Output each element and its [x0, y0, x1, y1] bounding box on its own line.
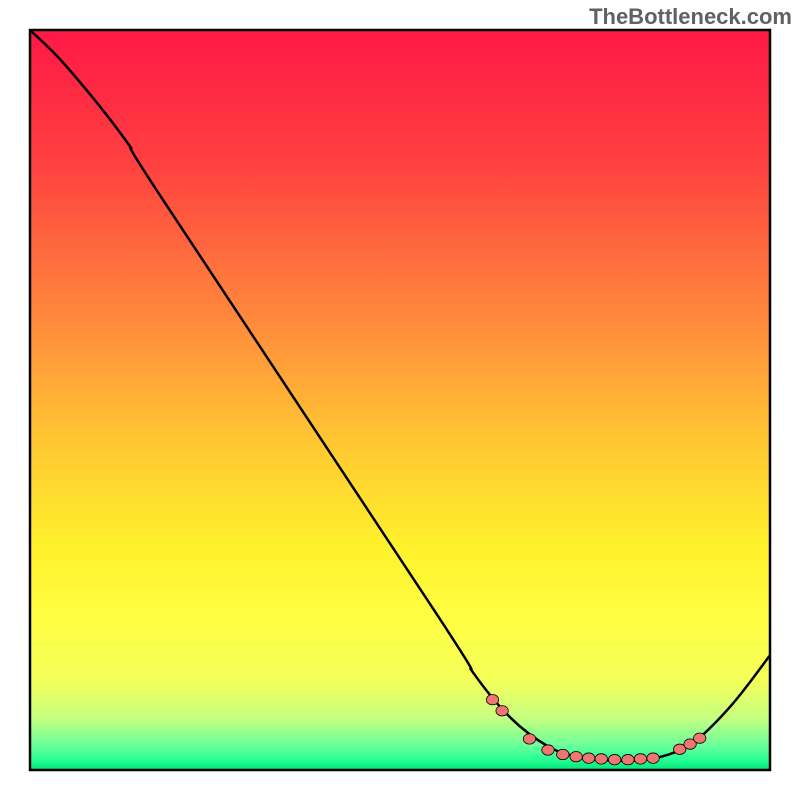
bottleneck-chart: [0, 0, 800, 800]
data-marker: [608, 754, 620, 764]
data-marker: [647, 753, 659, 763]
data-marker: [557, 749, 569, 759]
data-marker: [622, 754, 634, 764]
data-marker: [694, 733, 706, 743]
data-marker: [570, 751, 582, 761]
data-marker: [486, 695, 498, 705]
data-marker: [542, 745, 554, 755]
chart-container: TheBottleneck.com: [0, 0, 800, 800]
data-marker: [634, 754, 646, 764]
chart-background: [30, 30, 770, 770]
data-marker: [523, 734, 535, 744]
data-marker: [583, 753, 595, 763]
data-marker: [496, 706, 508, 716]
watermark-text: TheBottleneck.com: [589, 4, 792, 30]
data-marker: [595, 754, 607, 764]
